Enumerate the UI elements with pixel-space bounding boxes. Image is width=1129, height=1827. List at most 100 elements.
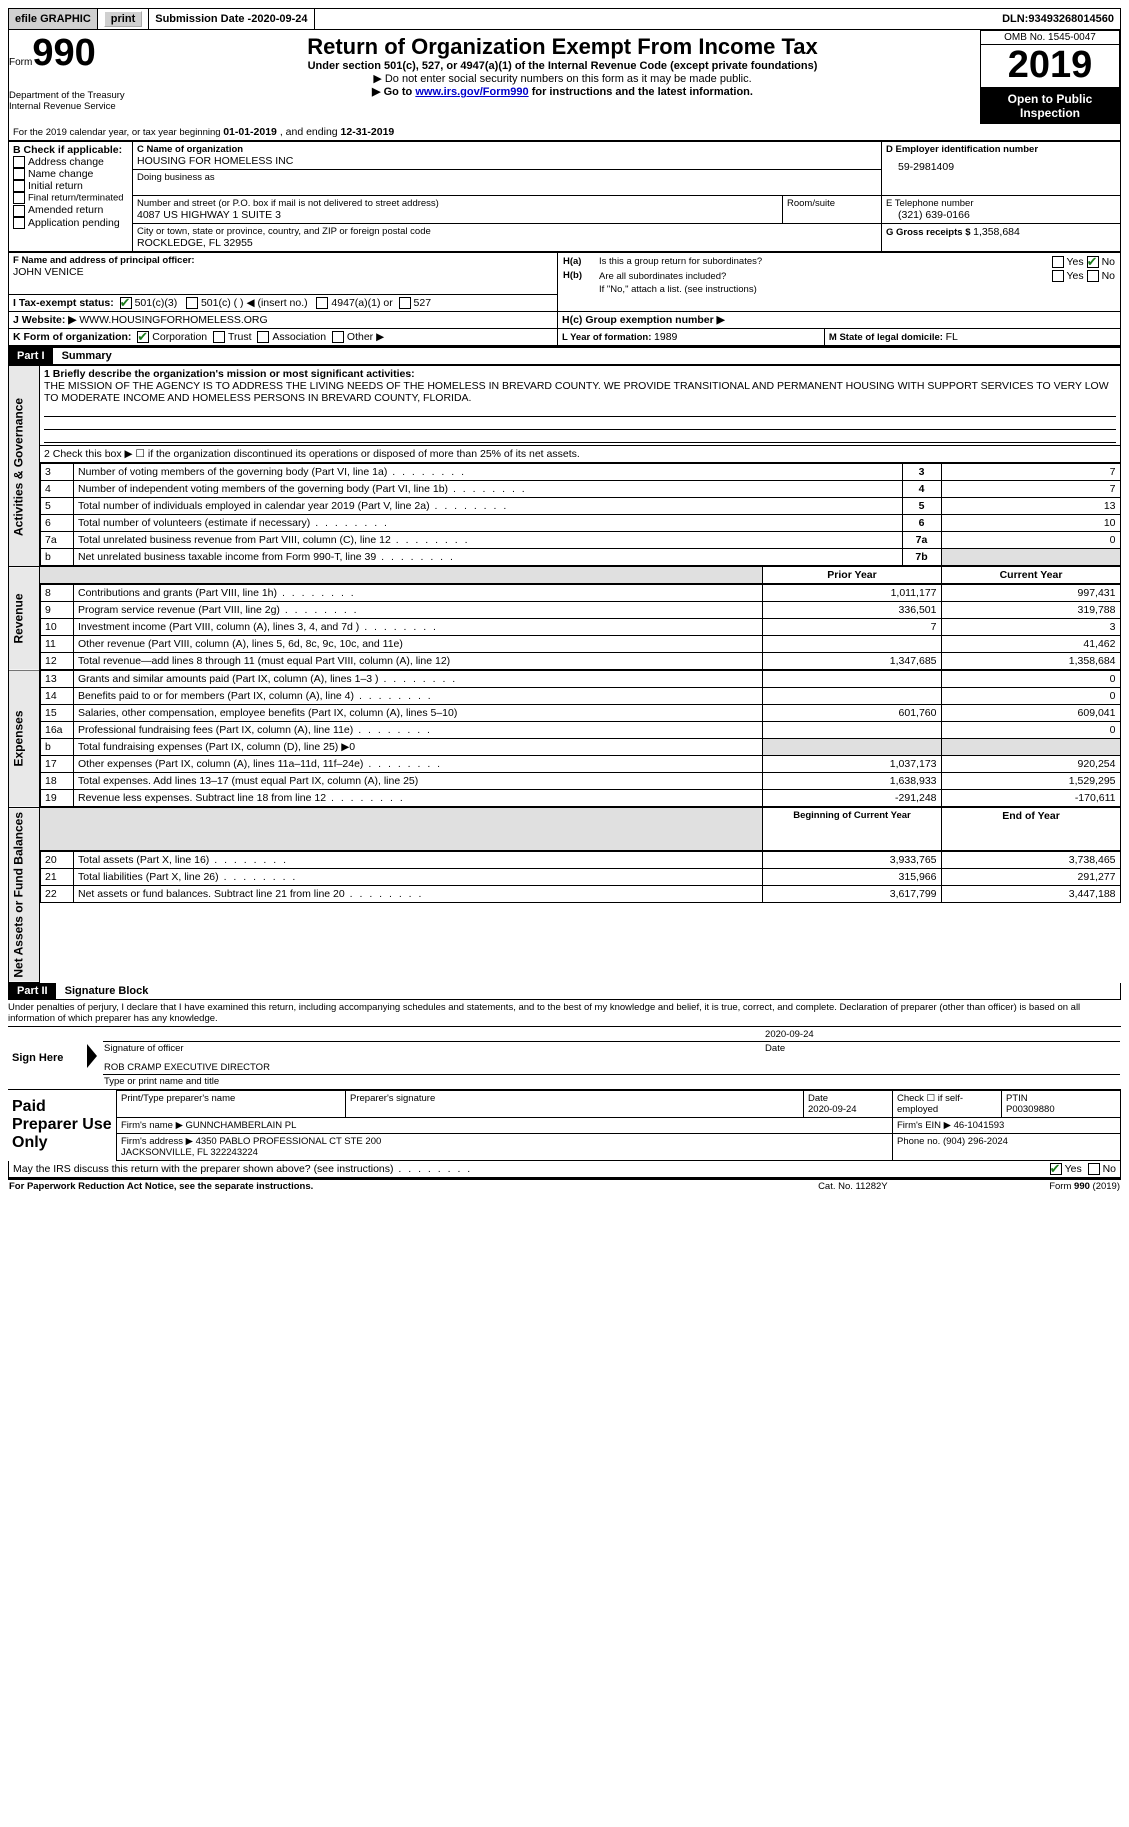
firm-name: GUNNCHAMBERLAIN PL — [186, 1120, 297, 1131]
preparer-phone: (904) 296-2024 — [943, 1136, 1008, 1147]
efile-label: efile GRAPHIC — [15, 13, 91, 25]
cb-501c3[interactable] — [120, 297, 132, 309]
box-f-label: F Name and address of principal officer: — [13, 255, 553, 266]
cb-corp[interactable] — [137, 331, 149, 343]
discuss-yes[interactable] — [1050, 1163, 1062, 1175]
website: WWW.HOUSINGFORHOMELESS.ORG — [79, 314, 267, 326]
line2: 2 Check this box ▶ ☐ if the organization… — [40, 446, 1121, 463]
officer-name-title: ROB CRAMP EXECUTIVE DIRECTOR — [103, 1061, 1120, 1075]
box-hc-label: H(c) Group exemption number ▶ — [562, 314, 725, 326]
cb-address-change[interactable] — [13, 156, 25, 168]
date-label: Date — [764, 1041, 1120, 1055]
ha-no[interactable] — [1087, 256, 1099, 268]
hdr-prior: Prior Year — [763, 567, 942, 584]
cb-527[interactable] — [399, 297, 411, 309]
ein-value: 59-2981409 — [886, 155, 1116, 173]
dba-label: Doing business as — [137, 172, 877, 183]
cb-app-pending[interactable] — [13, 217, 25, 229]
submission-label: Submission Date - — [155, 13, 251, 25]
side-revenue: Revenue — [9, 567, 40, 671]
cb-initial-return[interactable] — [13, 180, 25, 192]
line1-label: 1 Briefly describe the organization's mi… — [44, 368, 1116, 380]
cb-amended[interactable] — [13, 205, 25, 217]
box-g-label: G Gross receipts $ — [886, 227, 973, 238]
side-net-assets: Net Assets or Fund Balances — [9, 808, 40, 983]
hb-no[interactable] — [1087, 270, 1099, 282]
cb-name-change[interactable] — [13, 168, 25, 180]
arrow-icon — [87, 1044, 97, 1068]
firm-ein: 46-1041593 — [954, 1120, 1005, 1131]
box-j-label: J Website: ▶ — [13, 314, 76, 326]
dln-value: 93493268014560 — [1028, 13, 1114, 25]
hdr-boy: Beginning of Current Year — [763, 808, 942, 851]
street-value: 4087 US HIGHWAY 1 SUITE 3 — [137, 209, 778, 221]
l3-text: Number of voting members of the governin… — [74, 464, 903, 481]
l3-val: 7 — [941, 464, 1120, 481]
discuss-no[interactable] — [1088, 1163, 1100, 1175]
box-i-label: I Tax-exempt status: — [13, 297, 114, 309]
year-formation: 1989 — [654, 331, 677, 343]
part-i-table: Activities & Governance 1 Briefly descri… — [8, 365, 1121, 983]
form-note1: ▶ Do not enter social security numbers o… — [153, 72, 972, 85]
box-e-label: E Telephone number — [886, 198, 1116, 209]
ptin: P00309880 — [1006, 1104, 1055, 1115]
cb-4947[interactable] — [316, 297, 328, 309]
discuss-text: May the IRS discuss this return with the… — [13, 1163, 472, 1175]
cb-trust[interactable] — [213, 331, 225, 343]
part-i-title: Summary — [56, 350, 112, 362]
print-button[interactable]: print — [104, 11, 142, 27]
cb-final-return[interactable] — [13, 192, 25, 204]
city-value: ROCKLEDGE, FL 32955 — [137, 237, 877, 249]
cb-assoc[interactable] — [257, 331, 269, 343]
l3-box: 3 — [902, 464, 941, 481]
sig-officer-label: Signature of officer — [103, 1041, 764, 1055]
cb-other[interactable] — [332, 331, 344, 343]
dept-treasury: Department of the Treasury Internal Reve… — [9, 90, 139, 112]
pp-name-label: Print/Type preparer's name — [117, 1090, 346, 1117]
cb-501c[interactable] — [186, 297, 198, 309]
sign-here-label: Sign Here — [8, 1027, 86, 1089]
part-ii-tag: Part II — [9, 983, 56, 999]
box-d-label: D Employer identification number — [886, 144, 1116, 155]
info-grid-2: F Name and address of principal officer:… — [8, 252, 1121, 346]
ha-yes[interactable] — [1052, 256, 1064, 268]
hdr-current: Current Year — [942, 567, 1121, 584]
hdr-eoy: End of Year — [942, 808, 1121, 851]
open-to-public: Open to Public Inspection — [980, 88, 1120, 124]
form-label: Form — [9, 57, 32, 68]
info-grid: B Check if applicable: Address change Na… — [8, 141, 1121, 252]
hb-note: If "No," attach a list. (see instruction… — [598, 283, 1116, 296]
pp-self-employed: Check ☐ if self-employed — [893, 1090, 1002, 1117]
pp-sig-label: Preparer's signature — [346, 1090, 804, 1117]
sign-here-block: Sign Here 2020-09-24 Signature of office… — [8, 1027, 1121, 1089]
org-name: HOUSING FOR HOMELESS INC — [137, 155, 877, 167]
part-ii-title: Signature Block — [59, 985, 149, 997]
officer-name: JOHN VENICE — [13, 266, 553, 278]
dln-label: DLN: — [1002, 13, 1028, 25]
gross-receipts: 1,358,684 — [973, 226, 1020, 238]
tax-period: For the 2019 calendar year, or tax year … — [8, 124, 1121, 141]
tax-year: 2019 — [980, 44, 1120, 88]
paperwork-notice: For Paperwork Reduction Act Notice, see … — [8, 1180, 764, 1193]
name-title-label: Type or print name and title — [103, 1074, 1120, 1088]
hb-yes[interactable] — [1052, 270, 1064, 282]
side-activities: Activities & Governance — [9, 366, 40, 567]
form-title: Return of Organization Exempt From Incom… — [153, 34, 972, 60]
box-c-label: C Name of organization — [137, 144, 877, 155]
form-header: Form990 Department of the Treasury Inter… — [8, 30, 1121, 124]
box-l-label: L Year of formation: — [562, 332, 654, 343]
cat-no: Cat. No. 11282Y — [764, 1180, 941, 1193]
paid-preparer-block: Paid Preparer Use Only Print/Type prepar… — [8, 1090, 1121, 1161]
room-label: Room/suite — [787, 198, 877, 209]
box-k-label: K Form of organization: — [13, 331, 131, 343]
officer-sig-date: 2020-09-24 — [764, 1028, 1120, 1042]
omb-number: OMB No. 1545-0047 — [980, 30, 1120, 44]
box-m-label: M State of legal domicile: — [829, 332, 946, 343]
street-label: Number and street (or P.O. box if mail i… — [137, 198, 778, 209]
note2-post: for instructions and the latest informat… — [532, 86, 753, 98]
pp-date: 2020-09-24 — [808, 1104, 857, 1115]
form990-link[interactable]: www.irs.gov/Form990 — [415, 86, 528, 98]
declaration: Under penalties of perjury, I declare th… — [8, 1000, 1121, 1026]
paid-preparer-label: Paid Preparer Use Only — [8, 1090, 117, 1160]
mission-text: THE MISSION OF THE AGENCY IS TO ADDRESS … — [44, 380, 1116, 404]
